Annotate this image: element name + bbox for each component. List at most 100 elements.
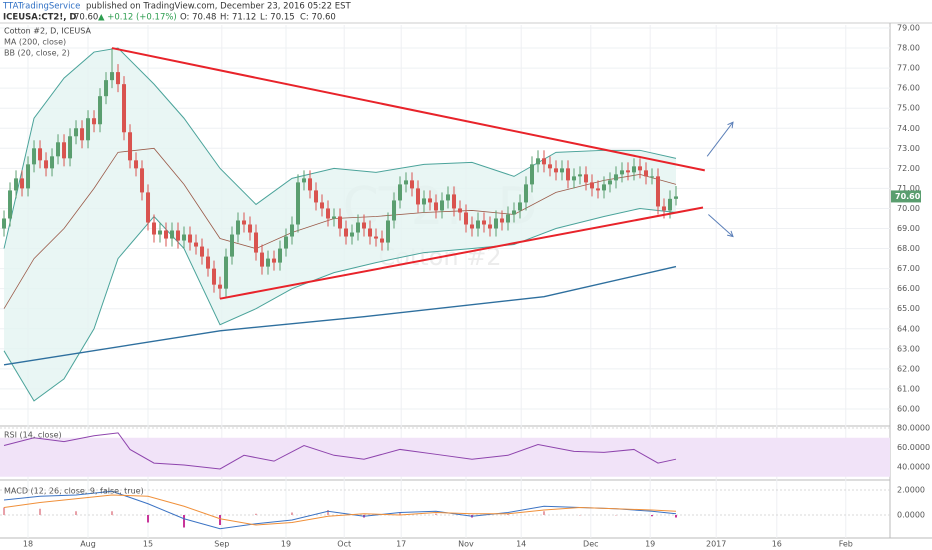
x-tick-label: 2017 — [706, 540, 726, 549]
ma-line — [3, 265, 677, 366]
y-tick-label: 66.00 — [897, 284, 920, 293]
candle-body — [374, 236, 379, 239]
candle-body — [565, 168, 570, 181]
candle-body — [392, 200, 397, 221]
pane-title: Cotton #2, D, ICEUSA — [4, 27, 91, 36]
x-tick-label: Feb — [839, 540, 853, 549]
ohlc-low: L: 70.15 — [260, 13, 295, 23]
trendline — [219, 206, 704, 300]
candle-body — [128, 132, 133, 161]
candle-body — [338, 216, 343, 229]
candle-body — [541, 158, 546, 165]
candle-body — [440, 200, 445, 211]
candle-body — [601, 184, 606, 191]
candle-body — [152, 222, 157, 235]
candle-body — [200, 246, 205, 257]
candle-body — [26, 164, 31, 189]
histogram-bar — [75, 511, 78, 515]
y-tick-label: 63.00 — [897, 344, 920, 353]
candle-body — [182, 234, 187, 241]
candle-body — [535, 158, 540, 165]
y-tick-label: 40.0000 — [897, 462, 930, 471]
candle-body — [134, 160, 139, 169]
candle-body — [613, 174, 618, 181]
candle-body — [284, 236, 289, 249]
histogram-bar — [219, 515, 222, 525]
candle-body — [398, 184, 403, 201]
candle-body — [434, 202, 439, 211]
legend-entry: BB (20, close, 2) — [4, 49, 70, 58]
y-tick-label: 77.00 — [897, 64, 920, 73]
histogram-bar — [39, 508, 42, 515]
y-tick-label: 62.00 — [897, 364, 920, 373]
candle-body — [146, 192, 151, 223]
candle-body — [8, 190, 13, 219]
x-tick-label: 17 — [396, 540, 406, 549]
x-tick-label: 19 — [281, 540, 291, 549]
candle-body — [673, 196, 678, 199]
candle-body — [218, 284, 223, 289]
histogram-bar — [435, 513, 438, 515]
candle-body — [523, 184, 528, 203]
histogram-bar — [147, 515, 150, 523]
y-tick-label: 72.00 — [897, 164, 920, 173]
arrow-head — [727, 230, 734, 238]
candle-body — [212, 268, 217, 285]
candle-body — [625, 170, 630, 173]
legend-entry: MA (200, close) — [4, 38, 66, 47]
candle-body — [68, 136, 73, 159]
candle-body — [362, 222, 367, 229]
macd-line — [3, 490, 677, 530]
candle-body — [571, 176, 576, 181]
candle-body — [511, 210, 516, 215]
candle-body — [194, 242, 199, 247]
candle-body — [481, 220, 486, 225]
y-tick-label: 60.00 — [897, 404, 920, 413]
candle-body — [493, 218, 498, 229]
candle-body — [104, 80, 109, 97]
candle-body — [649, 176, 654, 178]
candle-body — [667, 198, 672, 211]
candle-body — [80, 128, 85, 141]
macd-line — [3, 494, 677, 526]
histogram-bar — [291, 512, 294, 515]
candle-body — [50, 156, 55, 169]
candle-body — [32, 148, 37, 165]
last-price-label: 70.60 — [895, 192, 921, 201]
histogram-bar — [506, 513, 509, 515]
y-tick-label: 80.0000 — [897, 424, 930, 433]
candle-body — [158, 230, 163, 235]
candle-body — [86, 118, 91, 141]
y-tick-label: 67.00 — [897, 264, 920, 273]
candle-body — [583, 174, 588, 183]
candle-body — [631, 166, 636, 173]
candle-body — [62, 142, 67, 159]
author[interactable]: TTATradingService — [2, 2, 80, 12]
band-lower — [3, 207, 677, 402]
candle-body — [416, 188, 421, 205]
candle-body — [206, 256, 211, 269]
candle-body — [326, 208, 331, 219]
x-tick-label: Nov — [458, 540, 474, 549]
candle-body — [637, 166, 642, 171]
candle-body — [589, 182, 594, 189]
candle-body — [278, 248, 283, 263]
ohlc-open: O: 70.48 — [180, 13, 216, 23]
candle-body — [98, 96, 103, 125]
histogram-bar — [674, 515, 677, 518]
histogram-bar — [578, 515, 581, 516]
candle-body — [553, 168, 558, 173]
candle-body — [122, 84, 127, 133]
x-tick-label: Sep — [214, 540, 229, 549]
candle-body — [242, 220, 247, 225]
candle-body — [56, 142, 61, 157]
x-tick-label: 19 — [645, 540, 655, 549]
arrow — [708, 214, 734, 237]
trendline — [111, 47, 705, 172]
candle-body — [404, 180, 409, 185]
candle-body — [254, 232, 259, 253]
candle-body — [643, 170, 648, 177]
candle-body — [176, 230, 181, 241]
histogram-bar — [399, 512, 402, 515]
candle-body — [661, 206, 666, 211]
